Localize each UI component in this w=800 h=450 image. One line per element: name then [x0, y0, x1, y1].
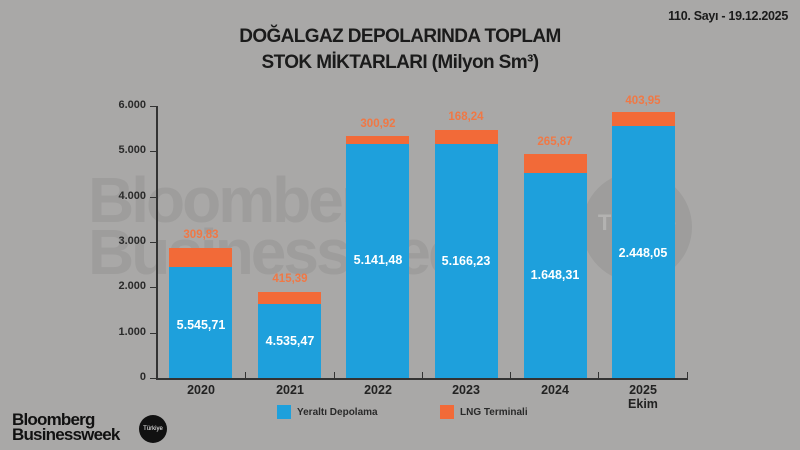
y-tick: [150, 197, 157, 199]
segment-yeralti: [346, 144, 409, 378]
x-tick: [598, 372, 600, 379]
legend-label: LNG Terminali: [460, 406, 528, 418]
y-tick: [150, 106, 157, 108]
y-tick-label: 3.000: [118, 235, 146, 247]
x-tick: [422, 372, 424, 379]
segment-yeralti: [524, 173, 587, 378]
x-sublabel: Ekim: [628, 397, 658, 411]
logo-line2: Businessweek: [12, 425, 120, 444]
yeralti-value-label: 4.535,47: [265, 334, 315, 348]
yeralti-value-label: 5.141,48: [353, 253, 403, 267]
x-label: 2025: [629, 383, 657, 397]
segment-lng: [169, 248, 232, 267]
segment-yeralti: [435, 144, 498, 378]
y-tick-label: 5.000: [118, 144, 146, 156]
legend-item-lng: LNG Terminali: [440, 405, 528, 419]
issue-date: 110. Sayı - 19.12.2025: [668, 9, 788, 23]
x-label: 2022: [364, 383, 392, 397]
x-label: 2024: [541, 383, 569, 397]
bar-2021: [258, 292, 321, 378]
bar-2025: [612, 112, 675, 378]
y-tick: [150, 287, 157, 289]
x-tick: [245, 372, 247, 379]
lng-value-label: 309,83: [183, 229, 219, 241]
x-tick: [510, 372, 512, 379]
bar-2022: [346, 136, 409, 378]
bar-2024: [524, 154, 587, 378]
segment-lng: [346, 136, 409, 144]
segment-lng: [612, 112, 675, 126]
segment-yeralti: [258, 304, 321, 378]
y-tick: [150, 151, 157, 153]
logo-badge: Türkiye: [139, 415, 167, 443]
yeralti-value-label: 5.166,23: [441, 254, 491, 268]
x-tick: [334, 372, 336, 379]
yeralti-value-label: 2.448,05: [618, 246, 668, 260]
y-tick: [150, 333, 157, 335]
lng-value-label: 403,95: [625, 95, 661, 107]
segment-yeralti: [169, 267, 232, 378]
segment-lng: [524, 154, 587, 173]
lng-value-label: 300,92: [360, 118, 396, 130]
y-tick-label: 4.000: [118, 190, 146, 202]
chart-title-line2: STOK MİKTARLARI (Milyon Sm³): [261, 52, 540, 73]
x-label: 2021: [276, 383, 304, 397]
yeralti-value-label: 5.545,71: [176, 318, 226, 332]
legend-item-yeralti: Yeraltı Depolama: [277, 405, 378, 419]
y-tick: [150, 242, 157, 244]
y-tick: [150, 378, 157, 380]
bar-2020: [169, 248, 232, 378]
y-tick-label: 6.000: [118, 99, 146, 111]
segment-yeralti: [612, 126, 675, 378]
legend-swatch: [440, 405, 454, 419]
y-tick-label: 2.000: [118, 280, 146, 292]
y-tick-label: 1.000: [118, 326, 146, 338]
brand-logo: Bloomberg Businessweek: [12, 410, 120, 444]
chart-title-line1: DOĞALGAZ DEPOLARINDA TOPLAM: [239, 26, 561, 47]
segment-lng: [258, 292, 321, 304]
yeralti-value-label: 1.648,31: [530, 268, 580, 282]
segment-lng: [435, 130, 498, 144]
x-label: 2020: [187, 383, 215, 397]
y-tick-label: 0: [139, 371, 146, 383]
lng-value-label: 168,24: [448, 111, 484, 123]
legend-label: Yeraltı Depolama: [297, 406, 378, 418]
lng-value-label: 415,39: [272, 273, 308, 285]
x-tick: [687, 372, 689, 379]
x-label: 2023: [452, 383, 480, 397]
logo-line1: Bloomberg: [12, 410, 95, 429]
legend-swatch: [277, 405, 291, 419]
bar-2023: [435, 130, 498, 378]
lng-value-label: 265,87: [537, 136, 573, 148]
